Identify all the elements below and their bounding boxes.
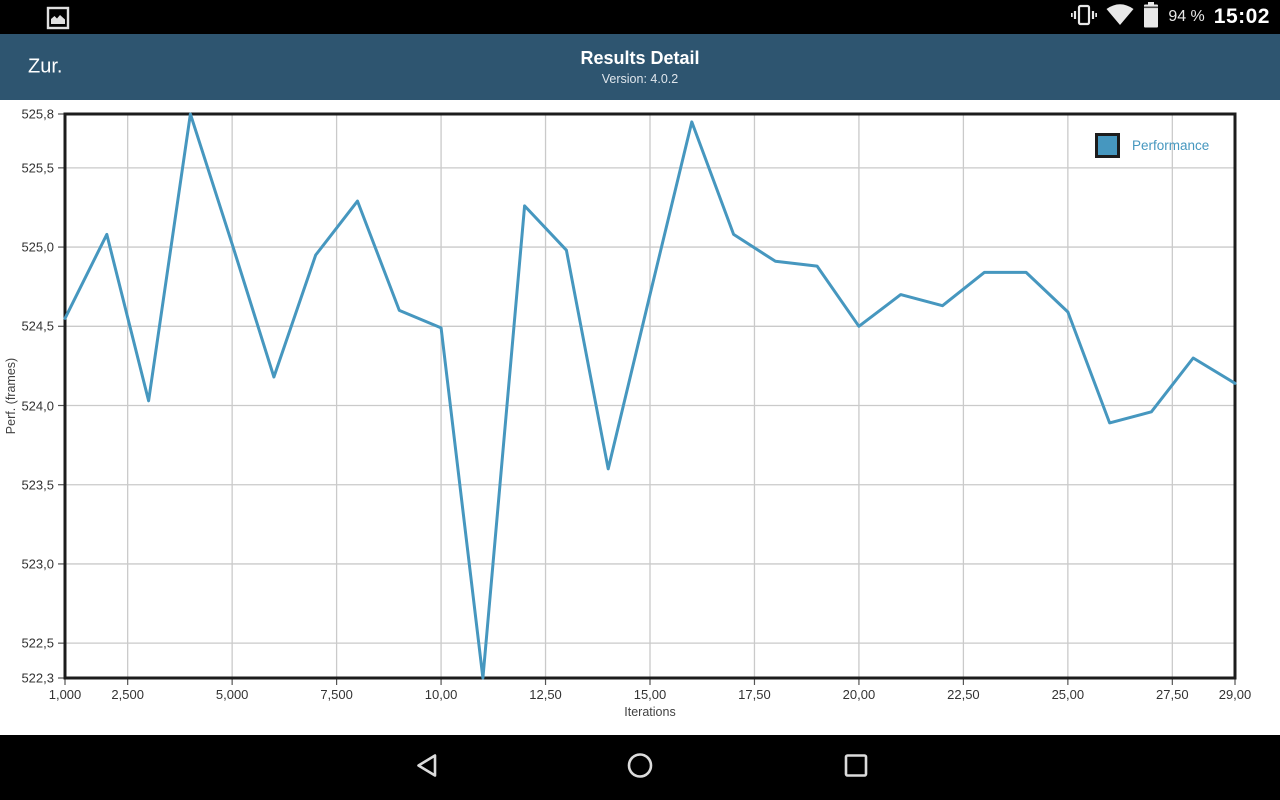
nav-home-icon[interactable]: [627, 752, 653, 783]
legend-label-performance: Performance: [1132, 138, 1210, 153]
version-subtitle: Version: 4.0.2: [601, 72, 679, 86]
wifi-icon: [1106, 3, 1134, 31]
y-tick-label: 525,0: [21, 239, 54, 255]
y-tick-label: 522,3: [21, 670, 54, 686]
x-tick-label: 15,00: [633, 687, 667, 702]
x-tick-label: 17,50: [738, 687, 771, 702]
page-title: Results Detail: [580, 48, 700, 68]
x-tick-label: 27,50: [1156, 687, 1189, 702]
x-tick-label: 20,00: [842, 687, 876, 702]
x-tick-label: 29,00: [1218, 687, 1252, 702]
back-button[interactable]: Zur.: [28, 55, 63, 78]
x-tick-label: 5,000: [215, 687, 249, 702]
android-nav-bar: [0, 735, 1280, 800]
vibrate-icon: [1071, 3, 1098, 32]
y-axis-title: Perf. (frames): [4, 357, 18, 435]
x-tick-label: 2,500: [111, 687, 144, 702]
clock: 15:02: [1213, 5, 1270, 28]
y-tick-label: 524,0: [21, 398, 54, 413]
legend: Performance: [1095, 133, 1209, 158]
legend-swatch-performance: [1095, 133, 1120, 158]
y-tick-label: 523,0: [21, 556, 54, 572]
y-tick-label: 524,5: [21, 318, 54, 334]
y-tick-label: 523,5: [21, 477, 54, 493]
x-tick-label: 25,00: [1051, 687, 1085, 702]
battery-percent: 94 %: [1168, 8, 1205, 25]
status-bar: 94 % 15:02: [0, 0, 1280, 34]
battery-icon: [1143, 1, 1159, 33]
chart-canvas: [58, 112, 1237, 685]
performance-chart: 525,8 525,5 525,0 524,5 524,0 523,5 523,0 522,5…: [0, 100, 1280, 735]
nav-back-icon[interactable]: [414, 752, 440, 783]
x-tick-label: 12,50: [529, 687, 562, 702]
x-tick-label: 22,50: [947, 687, 980, 702]
y-tick-label: 525,5: [21, 160, 54, 176]
plot-border: [63, 112, 1237, 680]
nav-recents-icon[interactable]: [843, 752, 869, 783]
y-tick-label: 525,8: [21, 106, 54, 122]
x-tick-label: 1,000: [48, 687, 82, 702]
x-tick-label: 10,00: [424, 687, 458, 702]
x-axis-title: Iterations: [624, 705, 676, 719]
header-bar: Zur. Results Detail Version: 4.0.2: [0, 34, 1280, 100]
x-tick-label: 7,500: [320, 687, 353, 702]
series-line-performance: [63, 112, 1237, 680]
screenshot-notification-icon: [46, 6, 70, 34]
y-tick-label: 522,5: [21, 635, 54, 651]
